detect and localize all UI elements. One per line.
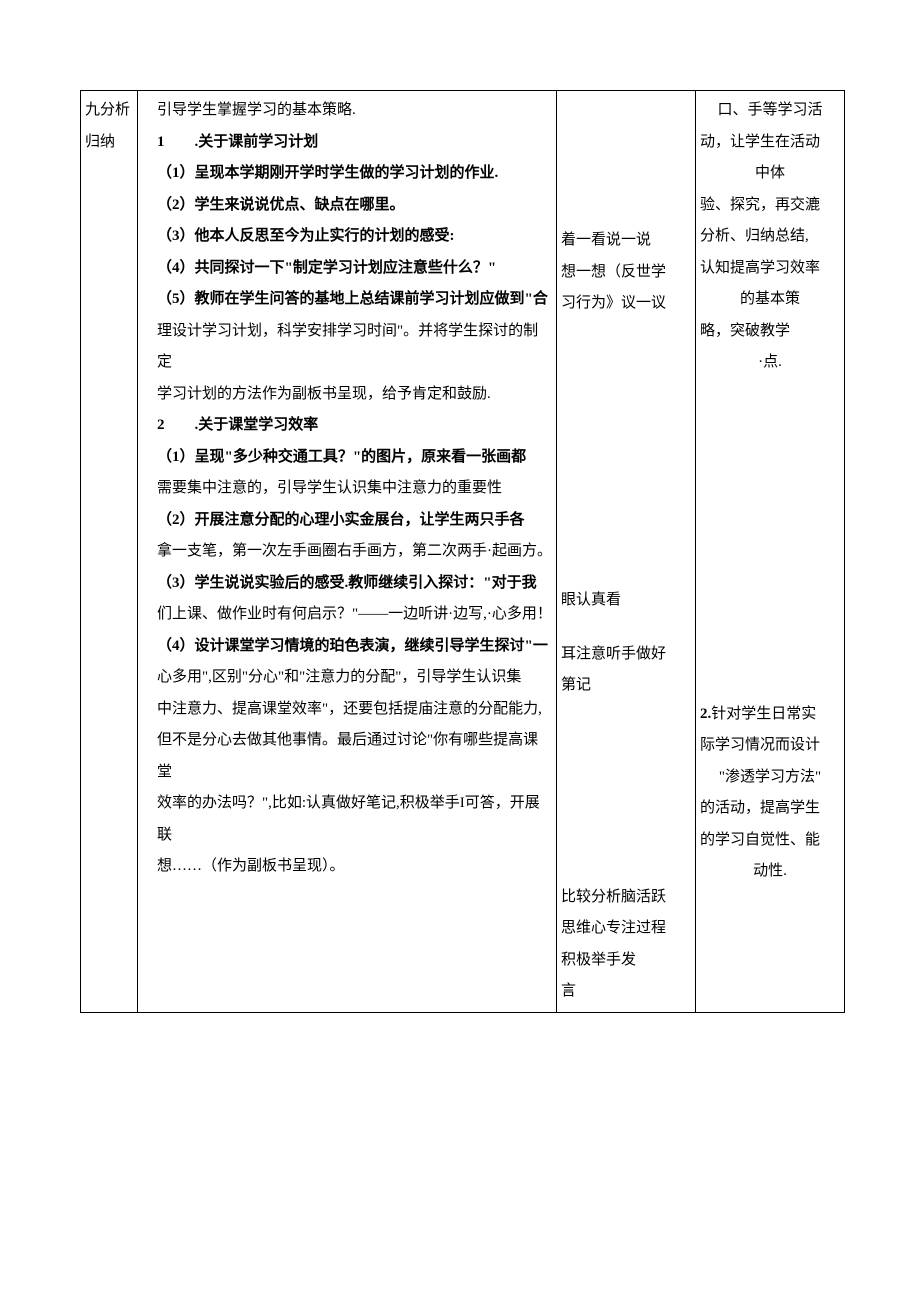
item-2-4c: 中注意力、提高课堂效率"，还要包括提庙注意的分配能力, bbox=[142, 694, 552, 726]
spacer bbox=[561, 616, 691, 639]
purpose-line: 的活动，提高学生 bbox=[700, 793, 840, 825]
purpose-line: 际学习情况而设计 bbox=[700, 730, 840, 762]
stage-label: 九分析归纳 bbox=[85, 95, 133, 158]
item-2-4a: （4）设计课堂学习情境的珀色表演，继续引导学生探讨"一 bbox=[142, 631, 552, 663]
item-2-4f: 想……（作为副板书呈现）。 bbox=[142, 851, 552, 883]
section2-title: 2 .关于课堂学习效率 bbox=[142, 410, 552, 442]
item-2-1b: 需要集中注意的，引导学生认识集中注意力的重要性 bbox=[142, 473, 552, 505]
purpose-line: 的学习自觉性、能 bbox=[700, 825, 840, 857]
item-1-1: （1）呈现本学期刚开学时学生做的学习计划的作业. bbox=[142, 158, 552, 190]
activity-line: 想一想（反世学 bbox=[561, 257, 691, 289]
purpose-line: 动性. bbox=[700, 856, 840, 888]
purpose-line: 验、探究，再交漉 bbox=[700, 190, 840, 222]
activity-line: 第记 bbox=[561, 670, 691, 702]
cell-purpose: 口、手等学习活 动，让学生在活动 中体 验、探究，再交漉 分析、归纳总结, 认知… bbox=[696, 91, 845, 1013]
spacer bbox=[561, 95, 691, 225]
activity-line: 比较分析脑活跃 bbox=[561, 882, 691, 914]
purpose-block-1: 口、手等学习活 动，让学生在活动 中体 验、探究，再交漉 分析、归纳总结, 认知… bbox=[700, 95, 840, 379]
purpose-line: 认知提高学习效率 bbox=[700, 253, 840, 285]
table-row: 九分析归纳 引导学生掌握学习的基本策略. 1 .关于课前学习计划 （1）呈现本学… bbox=[81, 91, 845, 1013]
purpose-line: 2.2.针对学生日常实针对学生日常实 bbox=[700, 699, 840, 731]
cell-stage: 九分析归纳 bbox=[81, 91, 138, 1013]
cell-activity: 着一看说一说 想一想（反世学 习行为》议一议 眼认真看 耳注意听手做好 第记 比… bbox=[557, 91, 696, 1013]
purpose-line: 动，让学生在活动 bbox=[700, 127, 840, 159]
item-2-2a: （2）开展注意分配的心理小实金展台，让学生两只手各 bbox=[142, 505, 552, 537]
item-2-4d: 但不是分心去做其他事情。最后通过讨论"你有哪些提高课堂 bbox=[142, 725, 552, 788]
item-2-4e: 效率的办法吗？",比如:认真做好笔记,积极举手I可答，开展联 bbox=[142, 788, 552, 851]
activity-line: 言 bbox=[561, 976, 691, 1008]
item-1-4: （4）共同探讨一下"制定学习计划应注意些什么？" bbox=[142, 253, 552, 285]
activity-line: 耳注意听手做好 bbox=[561, 639, 691, 671]
activity-line: 思维心专注过程 bbox=[561, 913, 691, 945]
activity-block-3: 比较分析脑活跃 思维心专注过程 积极举手发 言 bbox=[561, 882, 691, 1008]
purpose-line: 分析、归纳总结, bbox=[700, 221, 840, 253]
purpose-number: 2. bbox=[700, 706, 711, 722]
intro-text: 引导学生掌握学习的基本策略. bbox=[142, 95, 552, 127]
spacer bbox=[561, 777, 691, 882]
cell-content: 引导学生掌握学习的基本策略. 1 .关于课前学习计划 （1）呈现本学期刚开学时学… bbox=[138, 91, 557, 1013]
spacer bbox=[561, 395, 691, 585]
activity-block-1: 着一看说一说 想一想（反世学 习行为》议一议 bbox=[561, 225, 691, 320]
purpose-line: ·点. bbox=[700, 347, 840, 379]
lesson-plan-table: 九分析归纳 引导学生掌握学习的基本策略. 1 .关于课前学习计划 （1）呈现本学… bbox=[80, 90, 845, 1013]
purpose-line: "渗透学习方法" bbox=[700, 762, 840, 794]
section1-title: 1 .关于课前学习计划 bbox=[142, 127, 552, 159]
purpose-block-2: 2.2.针对学生日常实针对学生日常实 际学习情况而设计 "渗透学习方法" 的活动… bbox=[700, 699, 840, 888]
item-1-5b: 理设计学习计划，科学安排学习时间"。并将学生探讨的制定 bbox=[142, 316, 552, 379]
purpose-line: 的基本策 bbox=[700, 284, 840, 316]
item-1-5-bold: （5）教师在学生问答的基地上总结课前学习计划应做到"合 bbox=[157, 291, 548, 307]
item-1-5a: （5）教师在学生问答的基地上总结课前学习计划应做到"合 bbox=[142, 284, 552, 316]
document-page: 九分析归纳 引导学生掌握学习的基本策略. 1 .关于课前学习计划 （1）呈现本学… bbox=[0, 0, 920, 1073]
item-2-4b: 心多用",区别"分心"和"注意力的分配"，引导学生认识集 bbox=[142, 662, 552, 694]
item-2-3b: 们上课、做作业时有何启示？"——一边听讲·边写,·心多用！ bbox=[142, 599, 552, 631]
item-1-2: （2）学生来说说优点、缺点在哪里。 bbox=[142, 190, 552, 222]
item-1-5c: 学习计划的方法作为副板书呈现，给予肯定和鼓励. bbox=[142, 379, 552, 411]
purpose-line: 略，突破教学 bbox=[700, 316, 840, 348]
item-2-1a: （1）呈现"多少种交通工具？"的图片，原来看一张画都 bbox=[142, 442, 552, 474]
activity-line: 着一看说一说 bbox=[561, 225, 691, 257]
activity-line: 习行为》议一议 bbox=[561, 288, 691, 320]
purpose-line: 中体 bbox=[700, 158, 840, 190]
item-2-2b: 拿一支笔，第一次左手画圈右手画方，第二次两手·起画方。 bbox=[142, 536, 552, 568]
activity-line: 积极举手发 bbox=[561, 945, 691, 977]
activity-block-2: 眼认真看 耳注意听手做好 第记 bbox=[561, 585, 691, 702]
activity-line: 眼认真看 bbox=[561, 585, 691, 617]
item-2-3a: （3）学生说说实验后的感受.教师继续引入探讨："对于我 bbox=[142, 568, 552, 600]
purpose-line: 口、手等学习活 bbox=[700, 95, 840, 127]
spacer bbox=[700, 379, 840, 699]
item-1-3: （3）他本人反思至今为止实行的计划的感受: bbox=[142, 221, 552, 253]
